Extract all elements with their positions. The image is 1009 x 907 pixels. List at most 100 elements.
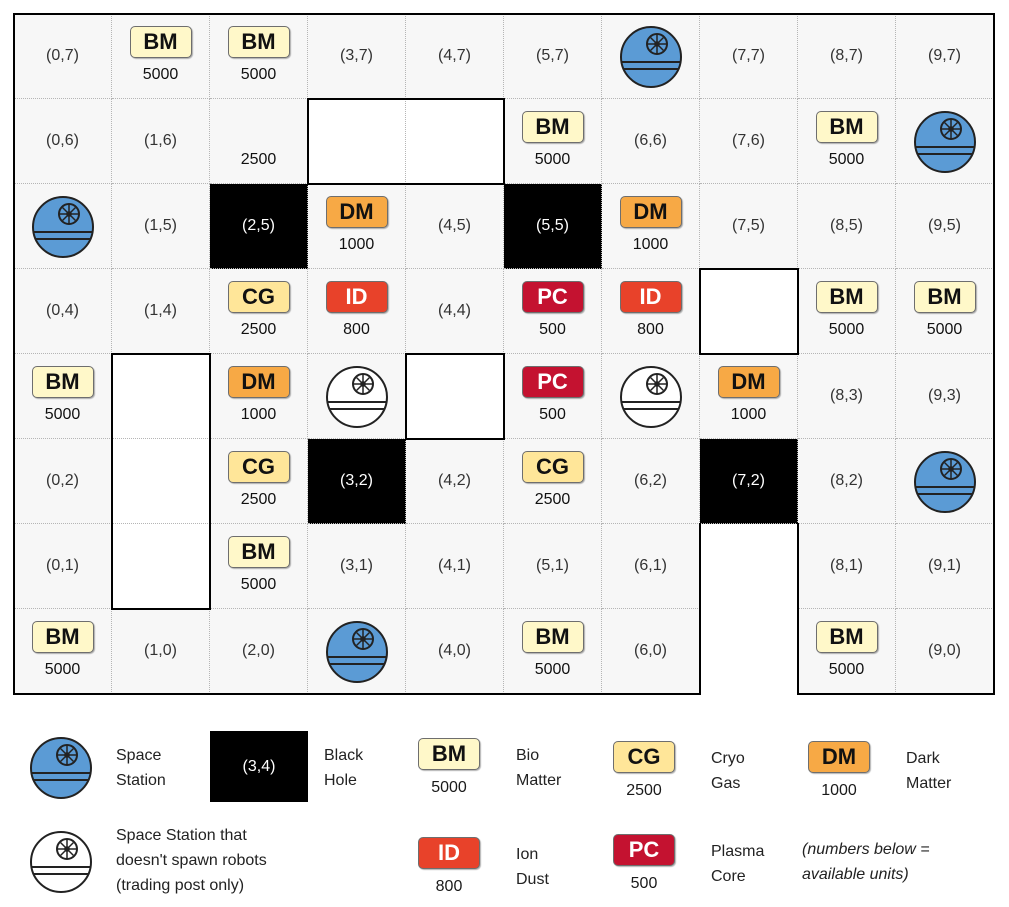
black-hole-7-2: (7,2) <box>700 439 798 524</box>
resource-bm-5-6: BM 5000 <box>504 99 602 184</box>
box-d-left <box>405 353 407 440</box>
resource-bm-9-4: BM 5000 <box>896 269 994 354</box>
resource-dm-7-3: DM 1000 <box>700 354 798 439</box>
cell-coordinate: (4,1) <box>438 557 471 574</box>
space-station-icon <box>326 621 388 683</box>
resource-badge-dm: DM <box>325 196 388 228</box>
resource-amount: 800 <box>343 321 370 338</box>
resource-amount: 1000 <box>240 406 277 423</box>
cell-4-2: (4,2) <box>406 439 504 524</box>
legend-amount-pc: 500 <box>630 875 658 892</box>
cell-8-3: (8,3) <box>798 354 896 439</box>
space-station-0-5 <box>14 184 112 269</box>
space-station-icon <box>620 26 682 88</box>
resource-bm-2-1: BM 5000 <box>210 524 308 609</box>
resource-dm-2-3: DM 1000 <box>210 354 308 439</box>
cell-coordinate: (8,2) <box>830 472 863 489</box>
box-b-bottom <box>699 353 799 355</box>
resource-badge-bm: BM <box>913 281 976 313</box>
cell-6-2: (6,2) <box>602 439 700 524</box>
resource-amount: 2500 <box>534 491 571 508</box>
resource-badge-id: ID <box>325 281 388 313</box>
box-c-left <box>111 353 113 610</box>
box-b-right <box>797 268 799 355</box>
resource-badge-dm: DM <box>717 366 780 398</box>
resource-bm-0-3: BM 5000 <box>14 354 112 439</box>
trading-station-icon <box>326 366 388 428</box>
trading-post-3-3 <box>308 354 406 439</box>
cell-coordinate: (4,4) <box>438 302 471 319</box>
box-d-bottom <box>405 438 505 440</box>
cell-7-5: (7,5) <box>700 184 798 269</box>
cell-coordinate: (4,7) <box>438 47 471 64</box>
cell-coordinate: (8,1) <box>830 557 863 574</box>
trading-station-icon <box>620 366 682 428</box>
box-a-right <box>503 98 505 185</box>
cell-9-3: (9,3) <box>896 354 994 439</box>
legend-space-station-label: Space Station <box>116 747 166 789</box>
cell-coordinate: (5,1) <box>536 557 569 574</box>
resource-bm-8-6: BM 5000 <box>798 99 896 184</box>
resource-amount: 5000 <box>534 661 571 678</box>
cell-5-1: (5,1) <box>504 524 602 609</box>
box-d-right <box>503 353 505 440</box>
resource-badge-bm: BM <box>815 281 878 313</box>
cell-0-1: (0,1) <box>14 524 112 609</box>
resource-amount: 2500 <box>240 491 277 508</box>
resource-amount: 5000 <box>44 406 81 423</box>
cell-coordinate: (7,6) <box>732 132 765 149</box>
cell-coordinate: (3,2) <box>340 472 373 489</box>
resource-cg-2-2: CG 2500 <box>210 439 308 524</box>
space-station-9-6 <box>896 99 994 184</box>
resource-pc-5-3: PC 500 <box>504 354 602 439</box>
cell-4-7: (4,7) <box>406 14 504 99</box>
legend-label-bm: Bio Matter <box>516 747 562 789</box>
resource-amount: 2500 <box>240 151 277 168</box>
cell-coordinate: (8,3) <box>830 387 863 404</box>
resource-amount: 500 <box>539 321 566 338</box>
cell-coordinate: (7,7) <box>732 47 765 64</box>
empty-cell-1-3 <box>112 354 210 439</box>
cell-coordinate: (1,4) <box>144 302 177 319</box>
cell-2-6: 2500 <box>210 99 308 184</box>
resource-bm-8-4: BM 5000 <box>798 269 896 354</box>
cell-coordinate: (9,7) <box>928 47 961 64</box>
cell-2-0: (2,0) <box>210 609 308 694</box>
cell-4-0: (4,0) <box>406 609 504 694</box>
resource-amount: 2500 <box>240 321 277 338</box>
resource-badge-bm: BM <box>129 26 192 58</box>
space-station-3-0 <box>308 609 406 694</box>
cell-1-0: (1,0) <box>112 609 210 694</box>
cell-9-7: (9,7) <box>896 14 994 99</box>
cell-coordinate: (1,5) <box>144 217 177 234</box>
space-station-icon <box>914 111 976 173</box>
legend-label-id: Ion Dust <box>516 846 549 888</box>
cell-coordinate: (0,6) <box>46 132 79 149</box>
empty-cell-3-6 <box>308 99 406 184</box>
legend-amount-bm: 5000 <box>431 779 467 796</box>
empty-cell-1-2 <box>112 439 210 524</box>
box-c-bottom <box>111 608 211 610</box>
resource-amount: 5000 <box>828 661 865 678</box>
resource-badge-bm: BM <box>31 621 94 653</box>
cell-7-6: (7,6) <box>700 99 798 184</box>
resource-bm-5-0: BM 5000 <box>504 609 602 694</box>
cell-coordinate: (8,7) <box>830 47 863 64</box>
cell-6-1: (6,1) <box>602 524 700 609</box>
cell-coordinate: (6,1) <box>634 557 667 574</box>
legend-label-pc: Plasma Core <box>711 843 765 885</box>
cell-8-5: (8,5) <box>798 184 896 269</box>
cell-6-6: (6,6) <box>602 99 700 184</box>
resource-badge-bm: BM <box>815 621 878 653</box>
black-hole-5-5: (5,5) <box>504 184 602 269</box>
cell-coordinate: (6,6) <box>634 132 667 149</box>
cell-4-5: (4,5) <box>406 184 504 269</box>
resource-amount: 5000 <box>828 321 865 338</box>
legend-note: (numbers below = available units) <box>802 841 930 883</box>
resource-amount: 1000 <box>632 236 669 253</box>
map-notch <box>700 524 798 698</box>
cell-coordinate: (6,2) <box>634 472 667 489</box>
cell-9-1: (9,1) <box>896 524 994 609</box>
legend-trading-station-icon <box>29 830 93 899</box>
cell-coordinate: (6,0) <box>634 642 667 659</box>
